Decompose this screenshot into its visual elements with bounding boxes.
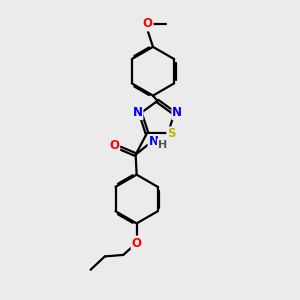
Text: N: N <box>172 106 182 119</box>
Text: N: N <box>148 135 158 148</box>
Text: N: N <box>133 106 142 119</box>
Text: H: H <box>158 140 167 149</box>
Text: S: S <box>167 127 176 140</box>
Text: O: O <box>132 236 142 250</box>
Text: O: O <box>142 17 153 31</box>
Text: O: O <box>109 139 119 152</box>
